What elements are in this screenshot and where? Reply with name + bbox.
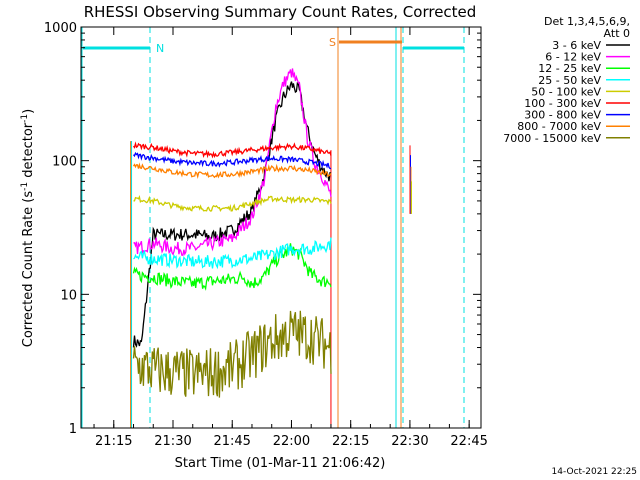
legend-item-3: 25 - 50 keV [538, 74, 601, 87]
x-tick-label-5: 22:30 [391, 434, 428, 449]
series-12-25-keV-line [132, 243, 332, 291]
chart-title: RHESSI Observing Summary Count Rates, Co… [84, 3, 477, 21]
x-tick-label-4: 22:15 [332, 434, 369, 449]
y-tick-label-2: 100 [52, 155, 77, 170]
legend-item-2: 12 - 25 keV [538, 62, 601, 75]
legend-item-1: 6 - 12 keV [545, 51, 601, 64]
x-tick-label-3: 22:00 [273, 434, 310, 449]
series-100-300-keV-line [132, 141, 332, 159]
x-tick-label-2: 21:45 [213, 434, 250, 449]
legend-item-8: 7000 - 15000 keV [503, 132, 601, 145]
series-800-7000-keV-line [132, 162, 332, 179]
legend-item-0: 3 - 6 keV [552, 39, 601, 52]
series-6-12-keV-line [133, 68, 332, 256]
legend-item-6: 300 - 800 keV [524, 109, 601, 122]
night-label: N [156, 42, 164, 55]
generation-timestamp: 14-Oct-2021 22:25 [552, 467, 637, 477]
legend-item-7: 800 - 7000 keV [517, 120, 601, 133]
series-50-100-keV-line [133, 195, 332, 213]
y-tick-label-1: 10 [60, 288, 77, 303]
legend-item-5: 100 - 300 keV [524, 97, 601, 110]
legend-item-4: 50 - 100 keV [531, 85, 601, 98]
plot-frame [80, 26, 482, 429]
x-tick-label-6: 22:45 [450, 434, 487, 449]
series-300-800-keV-line [133, 151, 331, 170]
x-tick-label-0: 21:15 [95, 434, 132, 449]
x-axis-label: Start Time (01-Mar-11 21:06:42) [175, 456, 386, 471]
y-tick-label-3: 1000 [44, 21, 77, 36]
series-3-6-keV-line [132, 81, 332, 348]
y-axis-label: Corrected Count Rate (s-1 detector-1) [20, 109, 36, 347]
legend-detectors: Det 1,3,4,5,6,9, [544, 15, 630, 28]
x-tick-label-1: 21:30 [154, 434, 191, 449]
saa-label: S [329, 36, 336, 49]
axes: 21:15 21:30 21:45 22:00 22:15 22:30 22:45 1 10 10… [44, 21, 488, 449]
series-7000-15000-keV-line [132, 310, 332, 398]
legend-attenuator: Att 0 [604, 27, 630, 40]
y-tick-label-0: 1 [69, 422, 77, 437]
series-25-50-keV-line [133, 237, 332, 270]
